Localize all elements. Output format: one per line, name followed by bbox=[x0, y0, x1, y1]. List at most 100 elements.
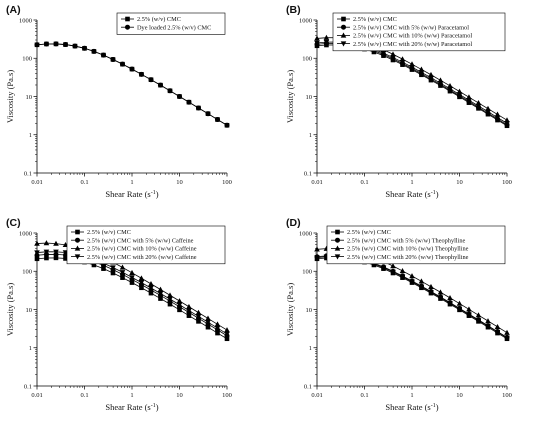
y-tick-label: 1000 bbox=[299, 230, 312, 237]
legend-marker bbox=[341, 24, 346, 30]
series-line bbox=[36, 43, 228, 126]
data-point bbox=[34, 250, 40, 256]
data-point bbox=[504, 329, 510, 335]
legend-marker bbox=[74, 254, 81, 260]
legend-label: 2.5% (w/v) CMC with 10% (w/w) Theophylli… bbox=[347, 246, 469, 253]
data-point bbox=[437, 80, 444, 87]
x-tick-label: 0.01 bbox=[31, 392, 42, 399]
x-tick-label: 0.1 bbox=[80, 179, 88, 186]
data-point bbox=[214, 321, 221, 327]
data-point bbox=[177, 307, 182, 313]
data-point bbox=[129, 269, 135, 276]
y-tick-label: 1 bbox=[309, 132, 312, 139]
legend-label: 2.5% (w/v) CMC bbox=[347, 229, 391, 236]
y-tick-label: 10 bbox=[26, 94, 33, 101]
x-axis-title: Shear Rate (s-1) bbox=[105, 189, 158, 199]
data-point bbox=[129, 66, 135, 72]
x-tick-label: 10 bbox=[176, 179, 183, 186]
data-point bbox=[167, 88, 173, 94]
data-point bbox=[475, 312, 482, 318]
x-tick-label: 0.1 bbox=[360, 392, 368, 399]
data-point bbox=[205, 315, 211, 321]
legend-box bbox=[116, 12, 226, 35]
data-point bbox=[494, 329, 501, 335]
data-point bbox=[485, 318, 491, 324]
legend-label: 2.5% (w/v) CMC bbox=[137, 16, 181, 23]
panel-label: (B) bbox=[286, 4, 301, 16]
data-point bbox=[91, 48, 97, 54]
data-point bbox=[390, 55, 396, 61]
series-line bbox=[316, 42, 508, 126]
data-series bbox=[314, 253, 510, 340]
data-point bbox=[34, 256, 40, 262]
data-point bbox=[63, 256, 68, 261]
data-point bbox=[91, 262, 97, 268]
x-tick-label: 100 bbox=[222, 392, 232, 399]
x-tick-label: 0.1 bbox=[80, 392, 88, 399]
legend-marker bbox=[340, 41, 347, 47]
data-point bbox=[314, 246, 320, 252]
legend-marker bbox=[125, 16, 130, 22]
chart-panel: (C) 0.01 0.1 1 10 100 0.1 1 10 100 1000 Shear Rate … bbox=[5, 217, 232, 412]
data-point bbox=[494, 323, 501, 330]
data-point bbox=[119, 270, 126, 276]
legend-marker bbox=[334, 254, 341, 260]
data-point bbox=[224, 336, 230, 342]
data-point bbox=[196, 319, 201, 324]
data-point bbox=[138, 71, 144, 77]
data-series bbox=[314, 39, 510, 127]
data-point bbox=[158, 296, 163, 301]
series-line bbox=[316, 256, 508, 339]
x-axis-title-sup: -1 bbox=[431, 403, 436, 409]
data-point bbox=[205, 324, 211, 330]
data-point bbox=[176, 302, 183, 308]
legend-marker bbox=[125, 24, 130, 30]
data-point bbox=[43, 41, 49, 47]
y-tick-label: 100 bbox=[302, 56, 312, 63]
data-point bbox=[186, 308, 192, 314]
data-point bbox=[119, 264, 126, 270]
x-axis-title-main: Shear Rate (s bbox=[385, 402, 430, 412]
y-axis-title: Viscosity (Pa.s) bbox=[5, 283, 15, 336]
data-series bbox=[34, 255, 230, 342]
legend-marker bbox=[335, 237, 340, 243]
chart-panel: (D) 0.01 0.1 1 10 100 0.1 1 10 100 1000 Shear Rate … bbox=[285, 217, 512, 412]
data-point bbox=[62, 42, 68, 48]
x-tick-label: 100 bbox=[222, 179, 232, 186]
data-point bbox=[380, 265, 387, 271]
legend-box bbox=[332, 12, 506, 52]
data-series bbox=[314, 255, 510, 342]
data-point bbox=[494, 111, 501, 117]
data-point bbox=[466, 306, 472, 312]
data-point bbox=[120, 275, 125, 280]
x-axis-title: Shear Rate (s-1) bbox=[385, 402, 438, 412]
data-point bbox=[399, 274, 406, 280]
data-point bbox=[205, 319, 211, 326]
data-point bbox=[176, 298, 183, 304]
data-point bbox=[129, 275, 135, 281]
data-point bbox=[138, 280, 145, 286]
data-point bbox=[157, 286, 164, 292]
legend-marker bbox=[340, 32, 347, 38]
data-point bbox=[314, 40, 320, 46]
data-point bbox=[53, 41, 59, 47]
legend-box bbox=[326, 225, 506, 265]
legend-label: Dye loaded 2.5% (w/v) CMC bbox=[137, 24, 211, 31]
x-axis-title-end: ) bbox=[156, 189, 159, 199]
legend-label: 2.5% (w/v) CMC with 10% (w/w) Paracetamo… bbox=[353, 33, 472, 40]
x-axis-title-main: Shear Rate (s bbox=[105, 189, 150, 199]
data-point bbox=[390, 51, 396, 57]
data-point bbox=[323, 34, 330, 40]
legend-label: 2.5% (w/v) CMC with 20% (w/w) Caffeine bbox=[87, 254, 197, 261]
panel-label: (A) bbox=[6, 4, 21, 16]
x-tick-label: 100 bbox=[502, 392, 512, 399]
legend-label: 2.5% (w/v) CMC bbox=[353, 16, 397, 23]
data-point bbox=[129, 280, 135, 285]
data-point bbox=[43, 249, 50, 255]
data-point bbox=[418, 278, 425, 284]
y-axis-title: Viscosity (Pa.s) bbox=[5, 70, 15, 123]
data-series bbox=[34, 41, 230, 128]
data-point bbox=[390, 269, 396, 275]
data-point bbox=[72, 43, 78, 49]
